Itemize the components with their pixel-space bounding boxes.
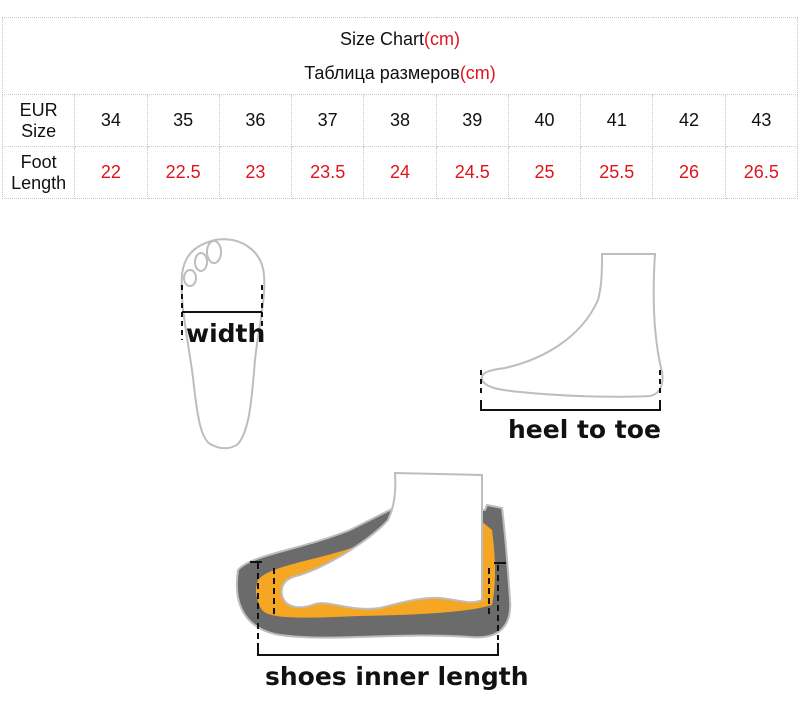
heel-to-toe-measure-icon [480, 370, 661, 411]
shoes-inner-length-label: shoes inner length [265, 662, 529, 691]
heel-to-toe-label: heel to toe [508, 415, 661, 444]
shoe-cross-section-icon [235, 471, 512, 639]
table-title: Size Chart(cm) Таблица размеров(cm) [2, 17, 798, 95]
title-unit: (cm) [424, 29, 461, 49]
foot-length-cell: 22.5 [146, 146, 220, 199]
foot-length-cell: 22 [74, 146, 148, 199]
eur-size-cell: 34 [74, 94, 148, 147]
width-measure-icon [181, 285, 263, 340]
foot-length-cell: 23 [218, 146, 293, 199]
row-label: Foot Length [1, 146, 76, 199]
shoe-length-measure-icon [250, 561, 506, 656]
foot-side-view-icon [480, 253, 664, 398]
width-label: width [186, 319, 266, 348]
eur-size-cell: 36 [218, 94, 293, 147]
table-row-eur-size: EUR Size 34 35 36 37 38 39 40 41 42 43 [1, 94, 799, 147]
title-text: Size Chart [339, 29, 425, 49]
foot-top-view-icon [180, 238, 266, 450]
table-row-foot-length: Foot Length 22 22.5 23 23.5 24 24.5 25 25.5 26 26… [1, 146, 799, 199]
eur-size-cell: 42 [652, 94, 726, 147]
foot-length-cell: 23.5 [291, 146, 365, 199]
eur-size-cell: 43 [724, 94, 799, 147]
row-label: EUR Size [1, 94, 76, 147]
foot-length-cell: 26.5 [724, 146, 799, 199]
foot-length-cell: 24 [363, 146, 437, 199]
eur-size-cell: 37 [291, 94, 365, 147]
size-chart-table: Size Chart(cm) Таблица размеров(cm) EUR … [1, 17, 799, 199]
foot-length-cell: 25 [507, 146, 582, 199]
eur-size-cell: 35 [146, 94, 220, 147]
foot-length-cell: 26 [652, 146, 726, 199]
eur-size-cell: 38 [363, 94, 437, 147]
foot-length-cell: 24.5 [435, 146, 509, 199]
subtitle-text: Таблица размеров [304, 63, 460, 83]
subtitle-unit: (cm) [459, 63, 496, 83]
eur-size-cell: 40 [507, 94, 582, 147]
foot-length-cell: 25.5 [580, 146, 654, 199]
